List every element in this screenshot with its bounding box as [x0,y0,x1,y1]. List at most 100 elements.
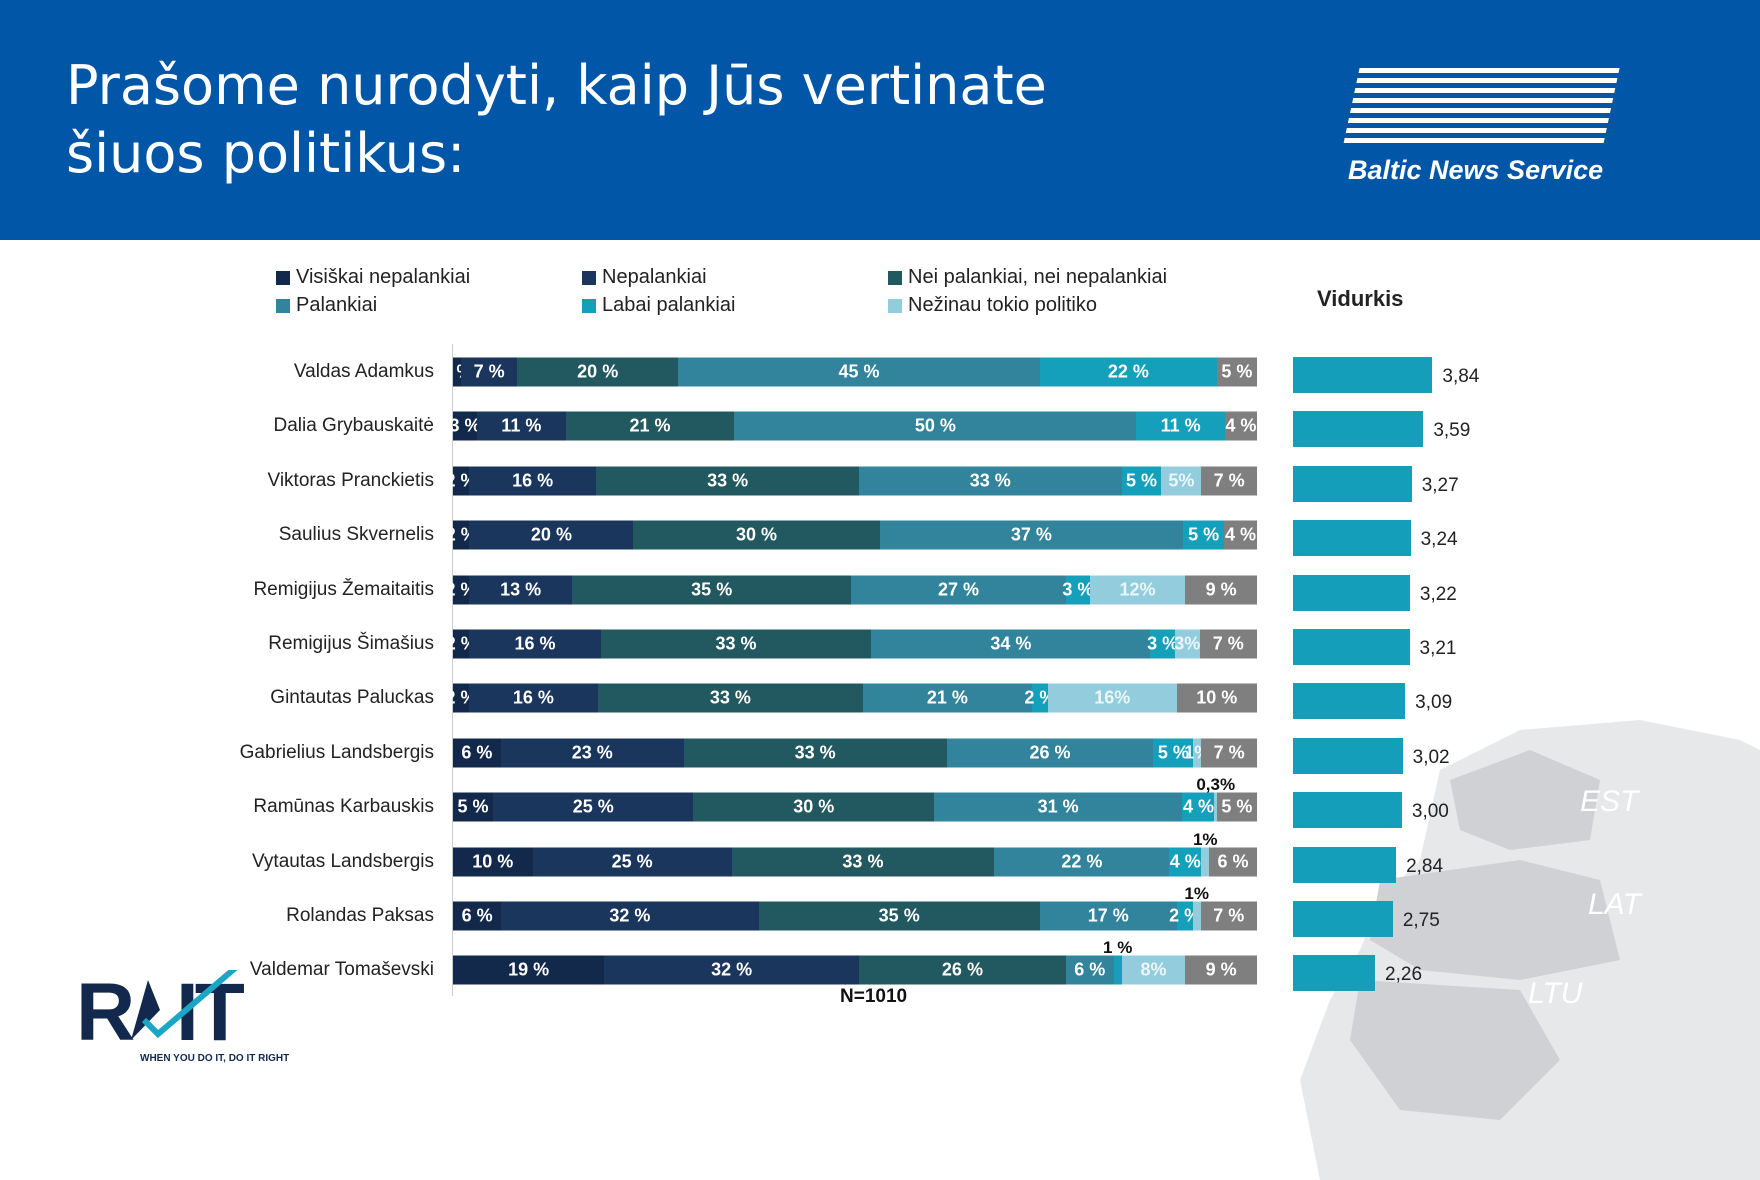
bns-logo-text: Baltic News Service [1348,155,1604,185]
average-bar [1293,737,1403,774]
bar-segment: 2 % [1169,901,1200,931]
category-label: Remigijus Šimašius [268,633,434,654]
bar-segment: 35 % [758,901,1040,931]
bar-segment: 16 % [469,683,598,713]
bar-segment: 11 % [1136,411,1225,441]
average-bar [1293,520,1411,557]
stacked-bar: 2 % 16 % 33 % 21 % 2 % 16% 10 % [446,683,1257,713]
bar-segment: 33 % [600,629,872,659]
bar-segment: 37 % [879,520,1184,550]
bar-segment: 31 % [933,792,1183,822]
average-bar [1293,629,1410,665]
bns-logo-icon [1343,68,1620,143]
bar-segment: 1% [1184,738,1210,768]
legend-swatch [582,270,596,285]
bar-segment: 12% [1089,575,1186,605]
bar-segment: 30 % [693,792,934,822]
bar-segment: 33 % [858,466,1122,496]
bar-segment: 1 % [442,357,473,387]
bar-segment: 2 % [446,629,477,659]
bar-segment: 6 % [1209,847,1257,877]
bar-segment: 2 % [445,466,476,496]
bar-segment: 27 % [851,575,1066,605]
legend-item: Visiškai nepalankiai [276,266,470,289]
legend-item: Nepalankiai [582,266,707,289]
category-label: Gintautas Paluckas [270,687,434,709]
category-label: Remigijus Žemaitaitis [253,578,434,600]
bar-segment: 4 % [1224,520,1257,550]
legend-label: Nei palankiai, nei nepalankiai [908,266,1168,288]
bar-segment: 22 % [994,847,1170,877]
stacked-bar: 2 % 16 % 33 % 33 % 5 % 5% 7 % [445,466,1257,496]
average-bar [1293,846,1397,883]
bar-segment: 3% [1174,629,1200,659]
average-bar [1293,955,1376,992]
bar-segment: 22 % [1039,357,1217,387]
map-label-est: EST [1580,785,1639,818]
rait-logo: R IT WHEN YOU DO IT, DO IT RIGHT [76,949,296,1064]
bar-segment: 6 % [453,738,501,768]
average-value: 3,27 [1421,474,1459,496]
bar-segment: 7 % [1200,901,1257,931]
bar-segment: 45 % [678,357,1040,387]
bar-segment: 19 % [453,955,605,985]
bar-segment: 10 % [453,847,533,877]
bar-segment: 5% [1161,466,1202,496]
bar-segment: 2 % [445,575,476,605]
bar-segment: 4 % [1224,411,1257,441]
average-bar [1293,901,1393,937]
bar-segment: 34 % [871,629,1151,659]
legend-label: Palankiai [296,294,378,316]
average-value: 2,26 [1385,964,1423,986]
stacked-bar: 3 % 11 % 21 % 50 % 11 % 4 % [450,411,1257,441]
data-label-above: 1% [1192,829,1218,849]
legend-label: Nepalankiai [602,266,707,288]
bar-segment: 7 % [1199,629,1257,659]
bar-segment: 7 % [461,357,518,387]
bar-segment [1201,847,1210,877]
legend-swatch [276,270,290,285]
stacked-bar: 5 % 25 % 30 % 31 % 4 % 5 % [453,792,1257,822]
stacked-bar: 2 % 13 % 35 % 27 % 3 % 12% 9 % [445,575,1257,605]
category-label: Saulius Skvernelis [278,524,434,546]
bar-segment: 21 % [565,411,735,441]
bar-segment: 16 % [469,629,601,659]
bar-segment: 3 % [450,411,481,441]
legend-swatch [888,270,902,285]
category-label: Ramūnas Karbauskis [253,796,434,818]
map-label-lat: LAT [1588,888,1641,921]
average-value: 3,22 [1419,583,1457,605]
bar-segment: 3 % [1147,629,1178,659]
bar-segment: 20 % [517,357,679,387]
map-label-ltu: LTU [1528,977,1583,1010]
bar-segment: 5 % [1216,357,1257,387]
average-value: 3,24 [1420,529,1458,551]
average-bar [1293,411,1424,448]
average-value: 3,09 [1415,692,1453,714]
header: Prašome nurodyti, kaip Jūs vertinate šiu… [0,0,1760,240]
average-value: 2,84 [1406,855,1444,877]
stacked-bar: 2 % 16 % 33 % 34 % 3 % 3% 7 % [446,629,1257,659]
stacked-bar: 10 % 25 % 33 % 22 % 4 % 6 % [453,847,1257,877]
legend-label: Nežinau tokio politiko [908,294,1097,316]
average-bar [1293,574,1410,611]
bar-segment: 20 % [469,520,634,550]
baltic-map-background [1300,720,1760,1180]
bar-segment: 10 % [1176,683,1257,713]
chart-axis [452,344,453,996]
average-bar [1293,792,1402,829]
stacked-bar: 2 % 20 % 30 % 37 % 5 % 4 % [446,520,1257,550]
svg-text:R: R [76,970,134,1050]
bar-segment: 11 % [477,411,566,441]
average-value: 2,75 [1402,910,1440,931]
bar-segment: 32 % [604,955,859,985]
bar-segment: 33 % [731,847,995,877]
legend-swatch [888,298,902,313]
bar-segment: 2 % [446,683,477,713]
bar-segment: 7 % [1201,466,1257,496]
bar-segment: 13 % [468,575,573,605]
category-label: Valdas Adamkus [293,361,434,382]
bar-segment: 5 % [1153,738,1194,768]
stacked-bar: 6 % 23 % 33 % 26 % 5 % 1% 7 % [453,738,1257,768]
bar-segment [1214,792,1217,822]
